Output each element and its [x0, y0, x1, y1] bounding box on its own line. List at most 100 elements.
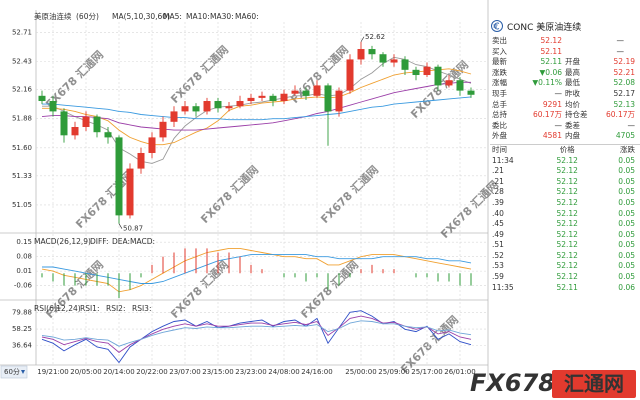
tick-row-cell: 0.05	[618, 176, 635, 186]
quote-value: ▼0.06	[539, 67, 562, 77]
legend-entry: DIFF:	[90, 237, 109, 246]
tick-row: .51 52.12 0.05	[492, 240, 638, 251]
quote-value: 52.13	[613, 99, 635, 109]
candle-body	[225, 106, 233, 109]
annotation: 52.62	[365, 33, 385, 41]
tick-row: .53 52.12 0.05	[492, 261, 638, 272]
tick-row-cell: 52.12	[556, 187, 578, 197]
logo-brand: FX678	[470, 369, 555, 397]
candle-body	[434, 66, 442, 86]
tick-row-cell: 52.12	[556, 197, 578, 207]
quote-title: CONC 美原油连续	[507, 22, 582, 33]
chart-bg	[0, 0, 488, 380]
candle-body	[258, 95, 266, 98]
period-tab-label[interactable]: 60分	[4, 367, 20, 376]
tick-row: .39 52.12 0.05	[492, 198, 638, 209]
indicator-line	[41, 247, 472, 293]
indicator-line	[41, 315, 472, 353]
quote-label: 涨跌	[492, 67, 507, 77]
candle-body	[82, 116, 90, 127]
logo-box	[552, 370, 636, 398]
symbol: 美原油连续	[34, 11, 72, 21]
candle-body	[467, 90, 475, 95]
y-tick-label: 52.16	[12, 86, 33, 94]
candle-body	[137, 152, 145, 169]
tick-row-cell: 0.05	[618, 261, 635, 271]
ticks-header-cell: 涨跌	[620, 144, 635, 154]
currency-icon	[491, 20, 503, 32]
tick-row-cell: 52.12	[556, 272, 578, 282]
quote-value: —	[554, 88, 562, 98]
tick-row: .21 52.12 0.05	[492, 177, 638, 188]
quote-row: 涨跌 ▼0.06 最高 52.21	[492, 68, 638, 79]
indicator-line	[42, 56, 472, 164]
candle-body	[324, 85, 332, 112]
candle-body	[280, 93, 288, 102]
x-tick-label: 20/14:00	[103, 368, 134, 376]
quote-row: 总持 60.17万 持仓差 60.17万	[492, 110, 638, 121]
legend-entry: MACD:	[130, 237, 155, 246]
indicator-title: MACD(26,12,9)	[34, 237, 91, 246]
quote-value: 52.08	[613, 78, 635, 88]
quote-row: 现手 — 昨收 52.17	[492, 89, 638, 100]
x-tick-label: 24/16:00	[301, 368, 332, 376]
x-tick-label: 20/05:00	[70, 368, 101, 376]
quote-row: 委比 — 委差 —	[492, 121, 638, 132]
tick-row: 11:35 52.11 0.06	[492, 283, 638, 294]
quote-label: 最高	[564, 67, 580, 77]
tick-row: .45 52.12 0.05	[492, 219, 638, 230]
candle-body	[115, 137, 123, 216]
tick-row-cell: .51	[492, 240, 504, 250]
tick-row-cell: 52.12	[556, 219, 578, 229]
x-tick-label: 25/09:00	[378, 368, 409, 376]
quote-value: 52.12	[540, 36, 562, 45]
ticks-header: 时间 价格 涨跌	[492, 145, 638, 156]
tick-row: .21 52.12 0.05	[492, 166, 638, 177]
period-tab[interactable]	[0, 365, 28, 379]
period: (60分)	[76, 12, 99, 21]
tick-row-cell: 0.05	[618, 240, 635, 250]
tick-row-cell: .49	[492, 229, 504, 239]
candle-body	[203, 101, 211, 112]
quote-label: 总持	[492, 110, 507, 120]
tick-row-cell: .52	[492, 250, 504, 260]
candle-body	[445, 80, 453, 86]
quote-label: 卖出	[492, 36, 507, 45]
candle-body	[71, 127, 79, 136]
x-tick-label: 19/21:00	[37, 368, 68, 376]
logo-name: 汇通网	[564, 372, 624, 396]
quote-row: 涨幅 ▼0.11% 最低 52.08	[492, 78, 638, 89]
candle-body	[390, 59, 398, 63]
tick-row: .59 52.12 0.05	[492, 272, 638, 283]
tick-row-cell: .40	[492, 208, 504, 218]
quote-label: 最新	[492, 57, 507, 67]
legend-entry: RSI1:	[80, 304, 99, 313]
x-tick-label: 20/22:00	[136, 368, 167, 376]
tick-row-cell: .39	[492, 197, 504, 207]
quote-label: 均价	[564, 99, 580, 109]
quote-label: —	[616, 36, 625, 45]
quote-value: —	[554, 120, 562, 130]
tick-row-cell: .53	[492, 261, 504, 271]
y-tick-label: 0.01	[16, 267, 32, 275]
legend-entry: MA30:	[210, 12, 234, 21]
tick-row-cell: 0.05	[618, 219, 635, 229]
legend-entry: MA60:	[235, 12, 259, 21]
candle-body	[247, 97, 255, 102]
quote-panel: CONC 美原油连续 卖出 52.12— 买入 52.11— 最新 52.11 开盘 52.1…	[490, 0, 640, 300]
candle-body	[302, 90, 310, 96]
quote-value: 52.19	[613, 57, 635, 67]
quote-label: 内盘	[564, 131, 580, 141]
candle-body	[181, 106, 189, 112]
candle-body	[126, 168, 134, 216]
legend-entry: RSI3:	[132, 304, 151, 313]
tick-row-cell: 0.05	[618, 250, 635, 260]
quote-value: —	[627, 120, 636, 130]
candle-body	[379, 54, 387, 63]
tick-row-cell: 52.11	[556, 282, 578, 292]
tick-row-cell: 11:35	[492, 282, 514, 292]
x-tick-label: 25/17:00	[411, 368, 442, 376]
tick-row-cell: 0.06	[618, 282, 635, 292]
candle-body	[423, 66, 431, 76]
